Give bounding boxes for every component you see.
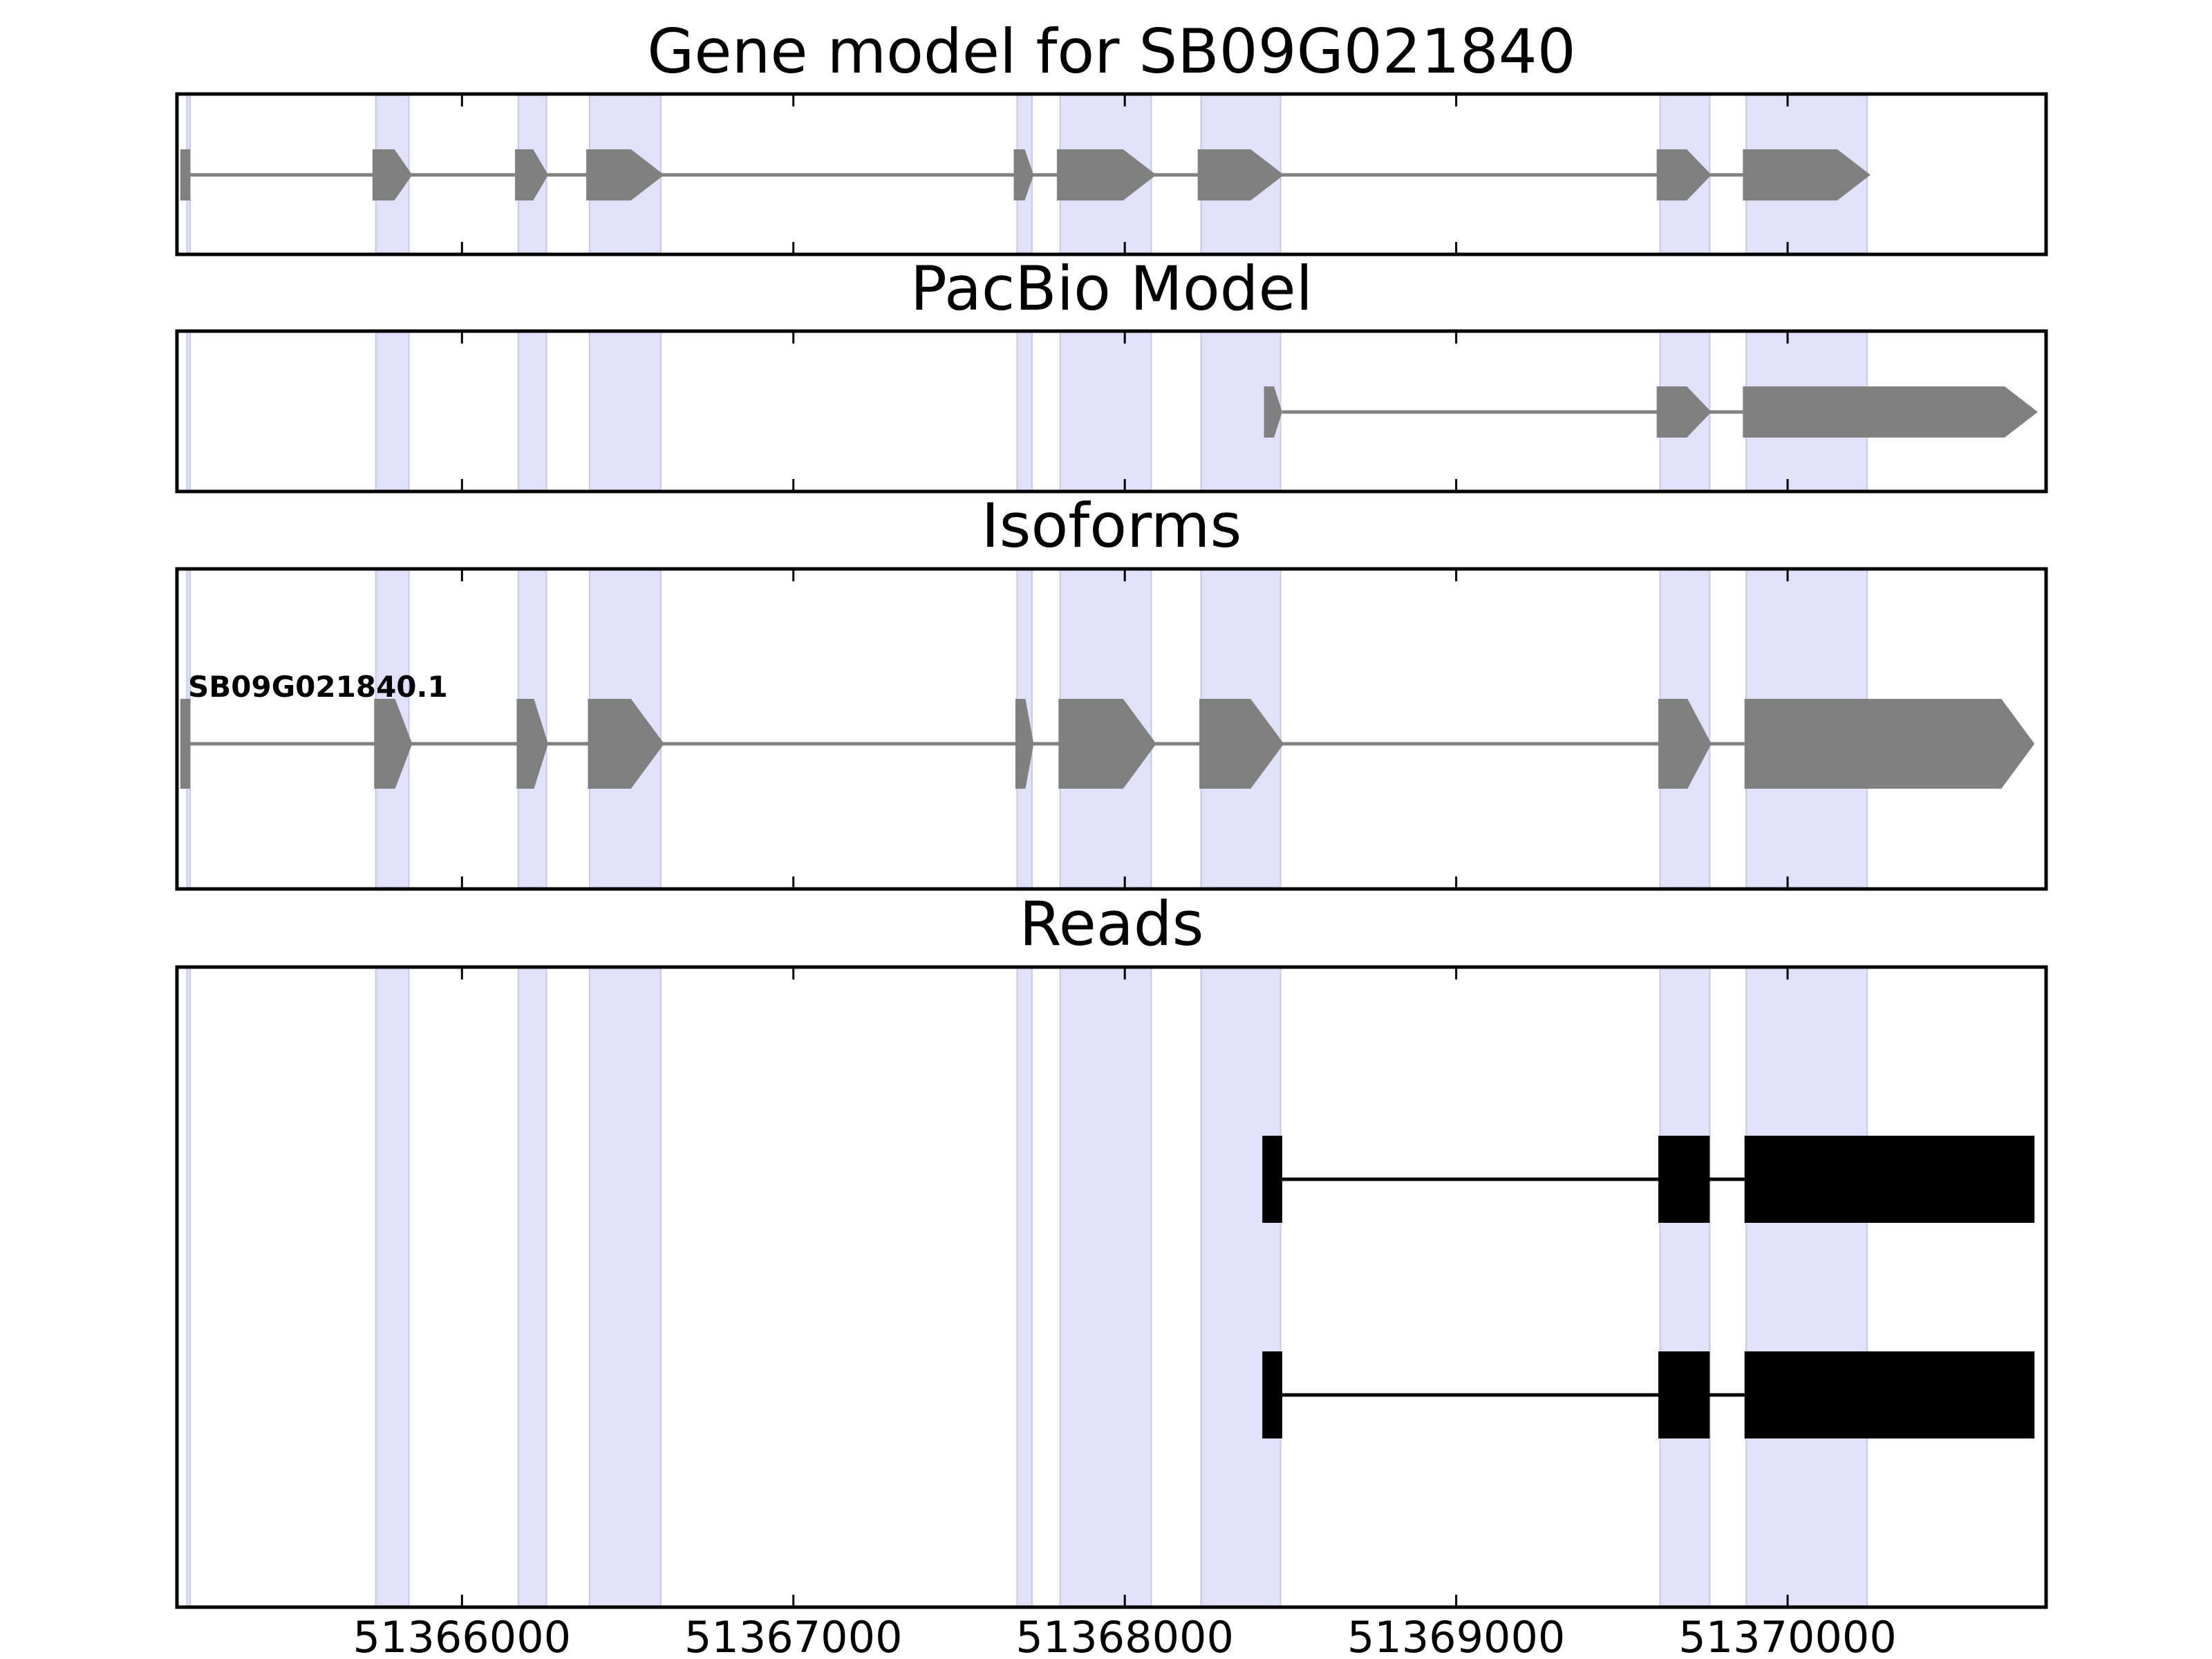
exon-arrow — [1058, 699, 1156, 789]
exon-arrow — [1656, 386, 1712, 438]
highlight-band — [1659, 966, 1711, 1608]
x-tick-label: 51369000 — [1347, 1612, 1566, 1659]
x-axis: 51366000 51367000 51368000 51369000 51370000 — [353, 1612, 1897, 1659]
highlight-band — [375, 966, 410, 1608]
exon-arrow — [1743, 386, 2038, 438]
highlight-band — [1059, 966, 1152, 1608]
exon-arrow — [1658, 699, 1712, 789]
x-tick-label: 51368000 — [1015, 1612, 1234, 1659]
highlight-band — [186, 966, 191, 1608]
x-tick-label: 51370000 — [1678, 1612, 1897, 1659]
exon-arrow — [374, 699, 413, 789]
panel-title: Gene model for SB09G021840 — [647, 16, 1576, 87]
exon-arrow — [1199, 699, 1284, 789]
exon-arrow — [1656, 149, 1712, 200]
highlight-band — [1200, 966, 1282, 1608]
panel-1: PacBio Model — [175, 253, 2048, 494]
read-exon — [1744, 1351, 2035, 1438]
exon-block — [180, 149, 191, 200]
highlight-band — [1745, 966, 1868, 1608]
panel-frame — [175, 567, 2048, 891]
panels-layer: Gene model for SB09G021840 PacBio Model Is… — [175, 16, 2048, 1609]
read-exon — [1262, 1136, 1282, 1223]
highlight-band — [517, 966, 547, 1608]
exon-arrow — [1744, 699, 2035, 789]
panel-title: Isoforms — [982, 490, 1242, 561]
panel-frame — [175, 329, 2048, 494]
exon-arrow — [1197, 149, 1284, 200]
exon-arrow — [516, 699, 548, 789]
panel-title: Reads — [1020, 888, 1204, 959]
read-exon — [1262, 1351, 1282, 1438]
read-exon — [1744, 1136, 2035, 1223]
read-exon — [1658, 1351, 1710, 1438]
highlight-band — [1016, 330, 1033, 492]
exon-arrow — [1015, 699, 1034, 789]
read-exon — [1658, 1136, 1710, 1223]
exon-arrow — [588, 699, 664, 789]
exon-block — [180, 699, 191, 789]
highlight-band — [1016, 966, 1033, 1608]
exon-arrow — [1264, 386, 1282, 438]
isoform-label: SB09G021840.1 — [188, 670, 448, 704]
exon-arrow — [1056, 149, 1156, 200]
panel-frame — [175, 965, 2048, 1609]
x-tick-label: 51367000 — [684, 1612, 903, 1659]
highlight-band — [588, 966, 662, 1608]
panel-2: Isoforms SB09G021840.1 — [175, 490, 2048, 891]
highlight-band — [375, 330, 410, 492]
highlight-band — [186, 330, 191, 492]
highlight-band — [517, 330, 547, 492]
panel-0: Gene model for SB09G021840 — [175, 16, 2048, 256]
panel-title: PacBio Model — [910, 253, 1313, 324]
exon-arrow — [515, 149, 548, 200]
panel-3: Reads — [175, 888, 2048, 1609]
exon-arrow — [1743, 149, 1871, 200]
exon-arrow — [372, 149, 413, 200]
x-tick-label: 51366000 — [353, 1612, 572, 1659]
panel-frame — [175, 92, 2048, 256]
exon-arrow — [1013, 149, 1034, 200]
exon-arrow — [586, 149, 664, 200]
highlight-band — [1059, 330, 1152, 492]
highlight-band — [588, 330, 662, 492]
